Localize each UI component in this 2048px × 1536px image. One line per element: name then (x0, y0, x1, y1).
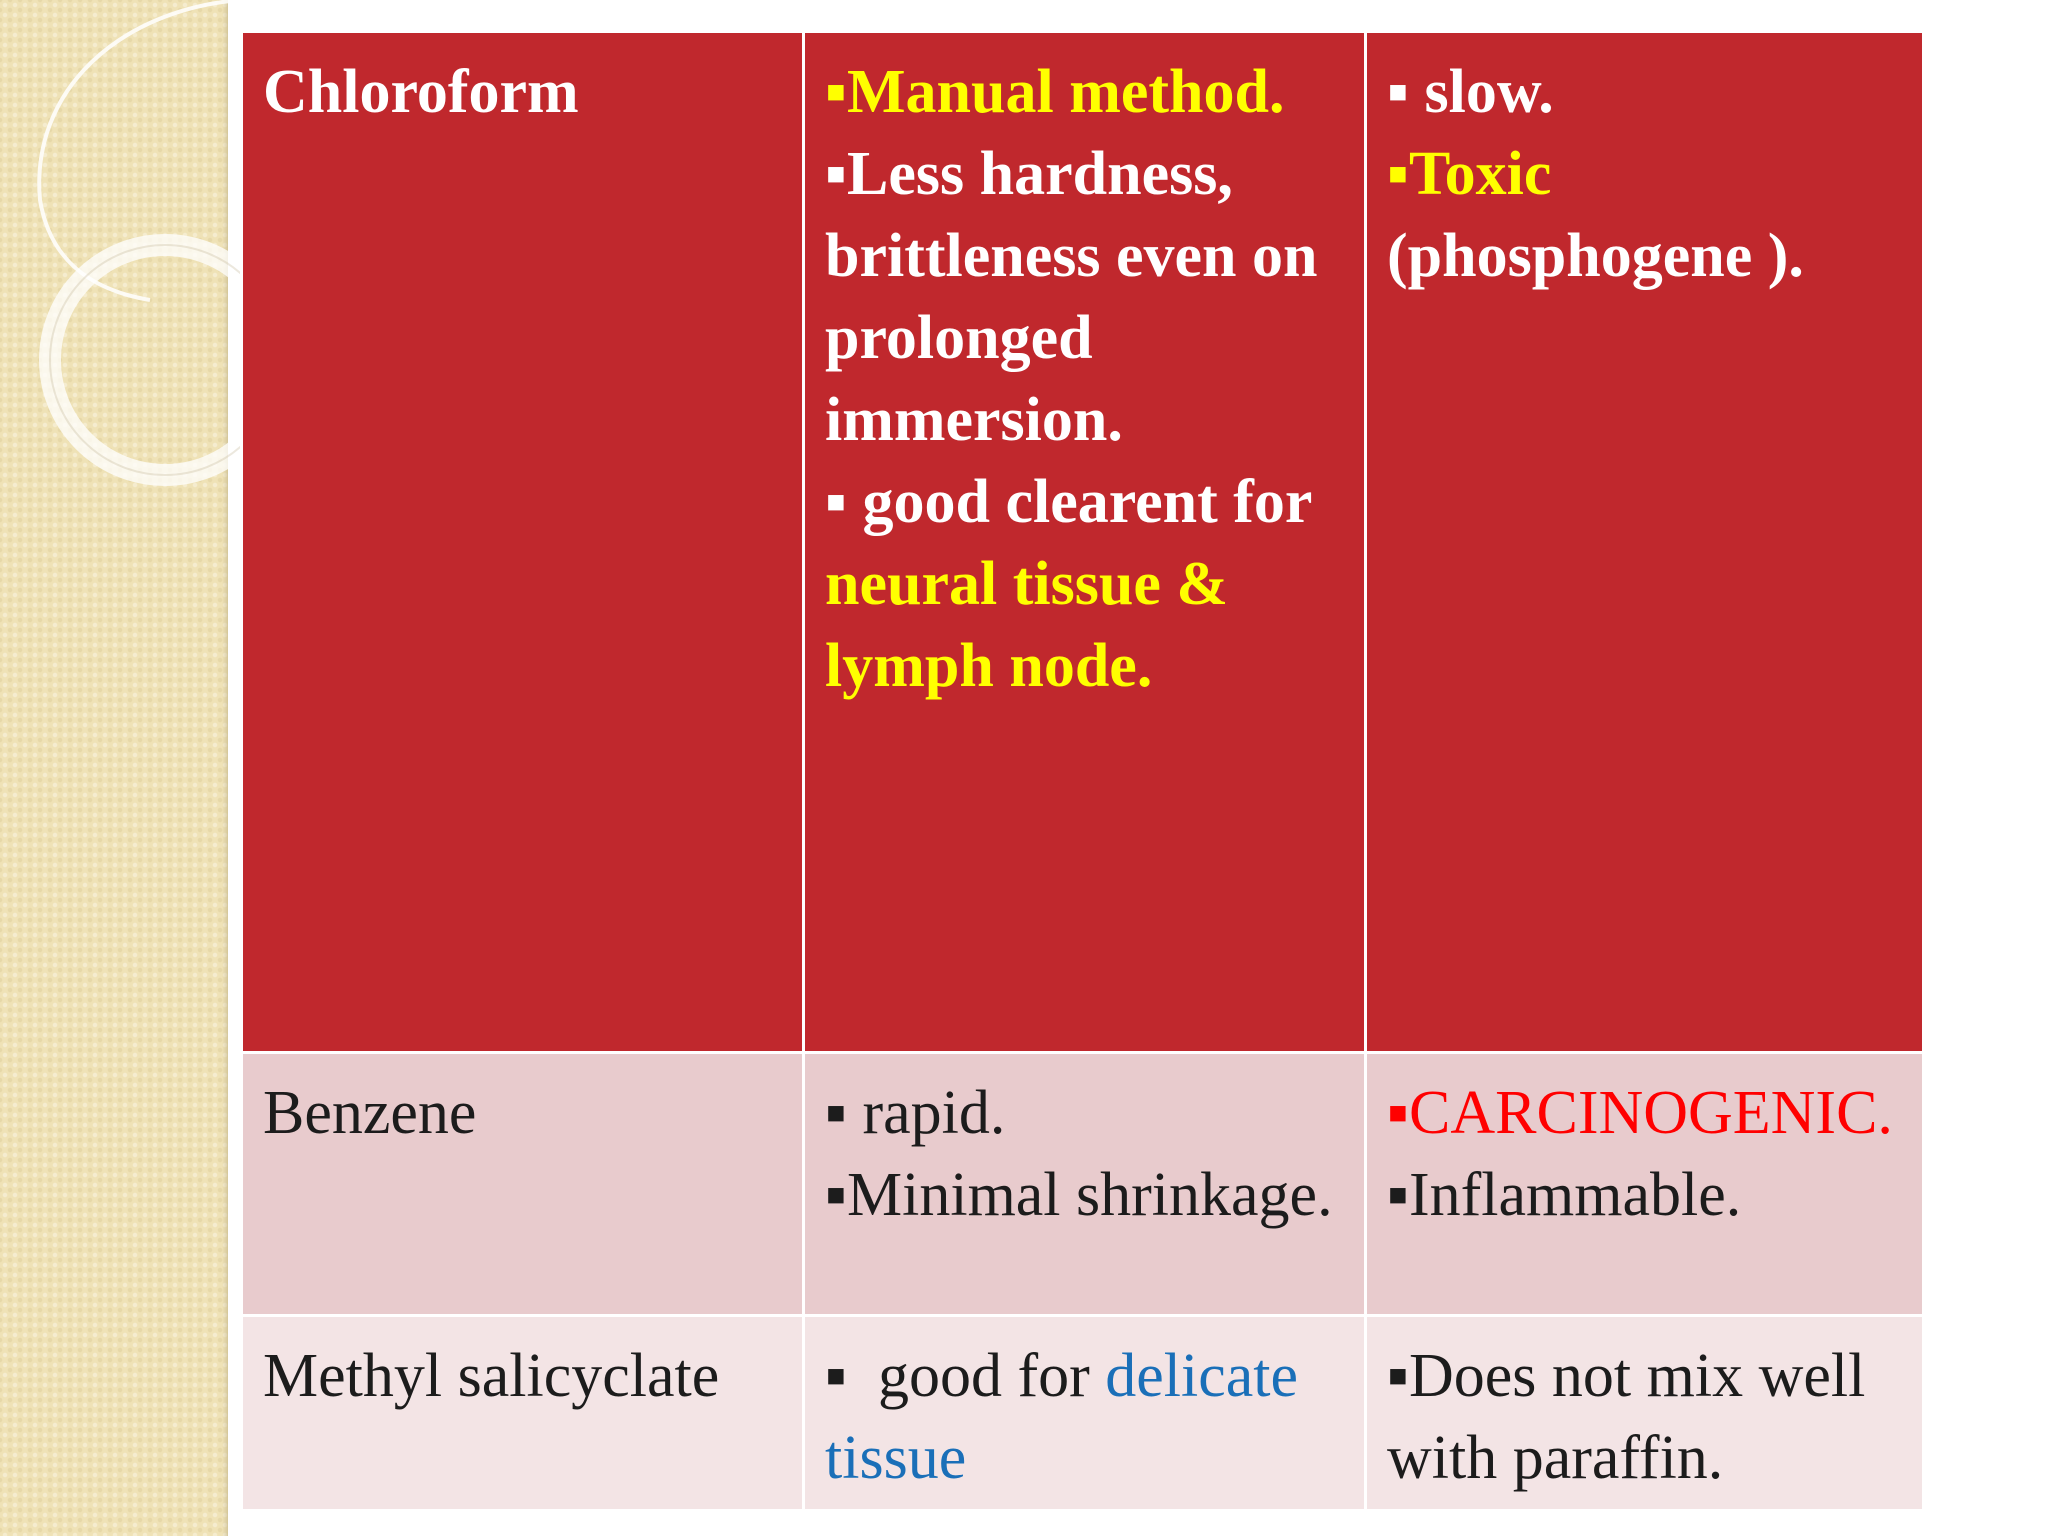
advantage-item: ▪ rapid. (825, 1079, 1006, 1147)
bullet-icon: ▪ (1387, 1079, 1409, 1147)
highlighted-text: CARCINOGENIC. (1408, 1079, 1893, 1147)
bullet-icon: ▪ (825, 1342, 847, 1410)
bullet-icon: ▪ (1387, 140, 1409, 208)
advantage-item: ▪Manual method. (825, 58, 1285, 126)
agent-name-cell: Chloroform (240, 30, 805, 1054)
bullet-icon: ▪ (825, 1079, 847, 1147)
highlighted-text: delicate tissue (825, 1342, 1299, 1492)
bullet-icon: ▪ (1387, 1342, 1409, 1410)
disadvantages-cell: ▪Does not mix well with paraffin. (1364, 1314, 1925, 1512)
disadvantage-item: ▪Toxic (phosphogene ). (1387, 140, 1804, 290)
bullet-icon: ▪ (1387, 58, 1409, 126)
disadvantage-item: ▪CARCINOGENIC. (1387, 1072, 1902, 1154)
agent-name-cell: Methyl salicyclate (240, 1314, 805, 1512)
highlighted-text: Toxic (1408, 140, 1552, 208)
table-row: Benzene ▪ rapid. ▪Minimal shrinkage. ▪CA… (240, 1051, 1925, 1317)
advantage-item: ▪ good for delicate tissue (825, 1342, 1299, 1492)
side-band-edge (222, 0, 228, 1536)
advantages-cell: ▪ good for delicate tissue (802, 1314, 1367, 1512)
agent-name: Benzene (263, 1079, 477, 1147)
table-row: Chloroform ▪Manual method. ▪Less hardnes… (240, 30, 1925, 1054)
disadvantage-item: ▪Inflammable. (1387, 1161, 1742, 1229)
clearing-agents-table: Chloroform ▪Manual method. ▪Less hardnes… (240, 30, 1925, 1512)
advantages-cell: ▪ rapid. ▪Minimal shrinkage. (802, 1051, 1367, 1317)
bullet-icon: ▪ (825, 1161, 847, 1229)
table-row: Methyl salicyclate ▪ good for delicate t… (240, 1314, 1925, 1512)
bullet-icon: ▪ (825, 468, 847, 536)
bullet-icon: ▪ (1387, 1161, 1409, 1229)
advantage-item: ▪Minimal shrinkage. (825, 1161, 1333, 1229)
decorative-rings (37, 0, 240, 486)
agent-name: Chloroform (263, 58, 579, 126)
advantage-item: ▪ good clearent for neural tissue & lymp… (825, 468, 1312, 700)
bullet-icon: ▪ (825, 140, 847, 208)
advantages-cell: ▪Manual method. ▪Less hardness, brittlen… (802, 30, 1367, 1054)
bullet-icon: ▪ (825, 58, 847, 126)
agent-name: Methyl salicyclate (263, 1342, 720, 1410)
disadvantages-cell: ▪ slow. ▪Toxic (phosphogene ). (1364, 30, 1925, 1054)
disadvantage-item: ▪Does not mix well with paraffin. (1387, 1342, 1866, 1492)
agent-name-cell: Benzene (240, 1051, 805, 1317)
disadvantage-item: ▪ slow. (1387, 58, 1554, 126)
highlighted-text: neural tissue & lymph node. (825, 550, 1228, 700)
disadvantages-cell: ▪CARCINOGENIC. ▪Inflammable. (1364, 1051, 1925, 1317)
advantage-item: ▪Less hardness, brittleness even on prol… (825, 140, 1318, 454)
